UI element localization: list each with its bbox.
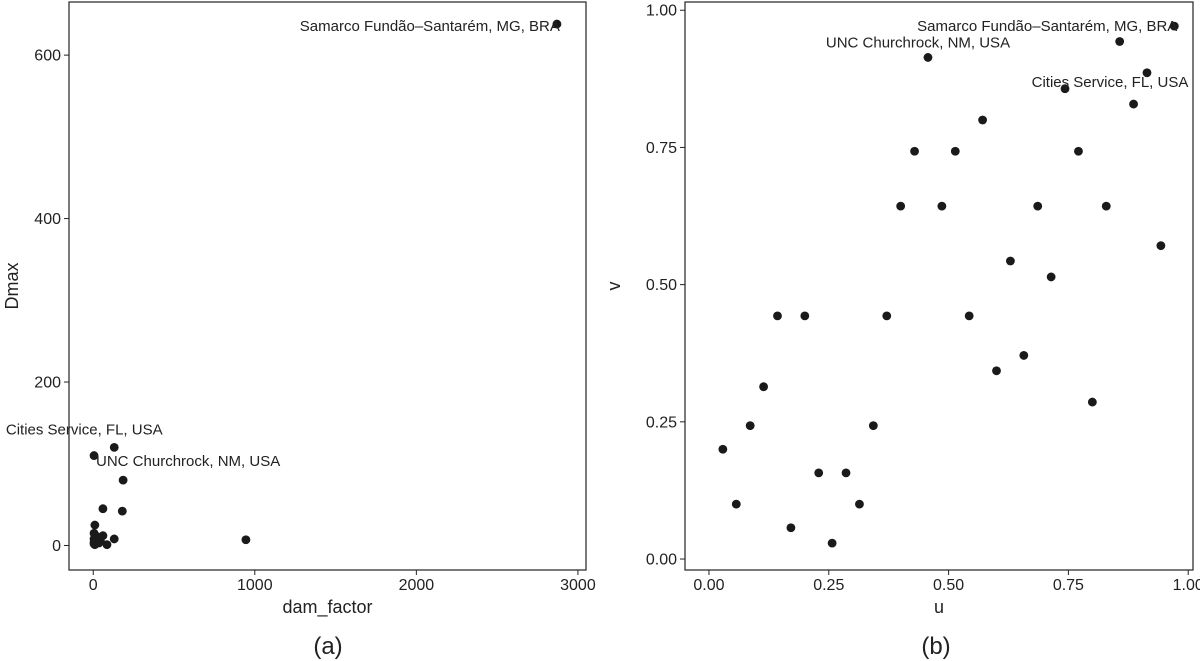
panel-b-data-point <box>786 523 796 533</box>
panel-b-data-point <box>950 146 960 156</box>
panel-a-x-tick-label: 1000 <box>237 577 273 594</box>
panel-b-data-point <box>1142 68 1152 78</box>
panel-b-data-point <box>731 499 741 509</box>
panel-a-data-point <box>102 540 112 550</box>
panel-b-data-point <box>910 146 919 156</box>
panel-a-y-tick-label: 600 <box>34 48 61 65</box>
panel-b-data-point <box>978 115 988 125</box>
panel-b-data-point <box>1074 146 1083 156</box>
panel-b-point-annotation: UNC Churchrock, NM, USA <box>826 34 1010 51</box>
panel-a-dam-factor-vs-dmax: 0 1000 2000 3000 0 200 400 600 dam_factor Dmax Sam… <box>2 1 596 660</box>
panel-b-data-point <box>1046 272 1056 282</box>
panel-b-data-point <box>1156 241 1166 251</box>
panel-a-data-point <box>98 504 108 514</box>
panel-b-y-tick-label: 0.00 <box>646 552 677 569</box>
panel-b-data-point <box>814 468 824 478</box>
panel-b-data-point <box>1019 351 1029 360</box>
panel-b-point-annotation: Samarco Fundão–Santarém, MG, BRA <box>917 18 1177 35</box>
panel-a-plot-frame <box>68 1 587 571</box>
panel-a-point-annotation: Cities Service, FL, USA <box>6 421 163 438</box>
panel-a-data-point <box>90 540 100 550</box>
panel-b-data-point <box>745 421 755 431</box>
panel-b-data-point <box>937 201 947 211</box>
panel-b-data-point <box>759 382 768 392</box>
panel-b-data-point <box>855 499 864 509</box>
panel-b-data-point <box>1060 84 1070 94</box>
panel-b-plot-frame <box>684 1 1194 571</box>
panel-b-x-tick-label: 0.25 <box>813 577 844 594</box>
panel-a-x-tick-label: 3000 <box>560 577 596 594</box>
panel-a-point-annotation: UNC Churchrock, NM, USA <box>96 453 280 470</box>
panel-b-data-point <box>841 468 851 478</box>
panel-b-y-tick-label: 1.00 <box>646 3 677 20</box>
panel-a-caption: (a) <box>313 633 342 660</box>
panel-b-x-tick-label: 1.00 <box>1173 577 1200 594</box>
panel-b-y-tick-label: 0.25 <box>646 414 677 431</box>
panel-a-y-axis-title: Dmax <box>2 262 22 309</box>
panel-b-data-point <box>964 311 974 321</box>
panel-a-y-tick-label: 200 <box>34 375 61 392</box>
panel-b-data-point <box>1101 201 1111 211</box>
panel-b-data-point <box>992 366 1001 376</box>
panel-a-data-point <box>109 534 119 544</box>
panel-b-data-point <box>1129 99 1138 109</box>
panel-a-point-annotation: Samarco Fundão–Santarém, MG, BRA <box>300 18 560 35</box>
panel-b-x-axis-title: u <box>934 597 944 617</box>
panel-b-data-point <box>923 53 933 62</box>
panel-b-x-tick-label: 0.50 <box>933 577 964 594</box>
panel-a-data-point <box>552 19 562 29</box>
panel-b-y-tick-label: 0.75 <box>646 140 677 157</box>
panel-b-data-point <box>1169 21 1179 31</box>
panel-b-y-tick-label: 0.50 <box>646 277 677 294</box>
panel-b-u-vs-v: 0.00 0.25 0.50 0.75 1.00 0.00 0.25 0.50 0.75 1.00… <box>604 1 1200 660</box>
panel-b-x-tick-label: 0.75 <box>1053 577 1084 594</box>
panel-a-y-tick-label: 0 <box>52 538 61 555</box>
panel-a-y-tick-label: 400 <box>34 211 61 228</box>
panel-b-y-axis-title: v <box>604 282 624 291</box>
panel-a-x-tick-label: 0 <box>89 577 98 594</box>
panel-b-data-point <box>896 201 906 211</box>
panel-a-data-point <box>117 506 127 516</box>
panel-b-data-point <box>868 421 878 431</box>
panel-a-data-point <box>118 475 128 485</box>
panel-b-point-annotation: Cities Service, FL, USA <box>1032 74 1189 91</box>
panel-b-data-point <box>1033 201 1043 211</box>
panel-b-x-tick-label: 0.00 <box>693 577 724 594</box>
panel-a-data-point <box>90 520 100 530</box>
panel-b-data-point <box>1115 37 1125 46</box>
panel-b-data-point <box>773 311 782 321</box>
panel-a-x-tick-label: 2000 <box>399 577 435 594</box>
panel-b-data-point <box>882 311 892 321</box>
panel-b-data-point <box>718 444 728 454</box>
panel-b-data-point <box>827 538 837 548</box>
panel-b-data-point <box>1087 397 1097 407</box>
panel-a-data-point <box>109 443 119 452</box>
panel-b-data-point <box>1006 256 1015 266</box>
panel-b-caption: (b) <box>921 633 950 660</box>
panel-a-data-point <box>241 535 251 545</box>
panel-a-data-point <box>89 451 99 460</box>
panel-b-data-point <box>800 311 810 321</box>
panel-a-x-axis-title: dam_factor <box>282 597 372 618</box>
